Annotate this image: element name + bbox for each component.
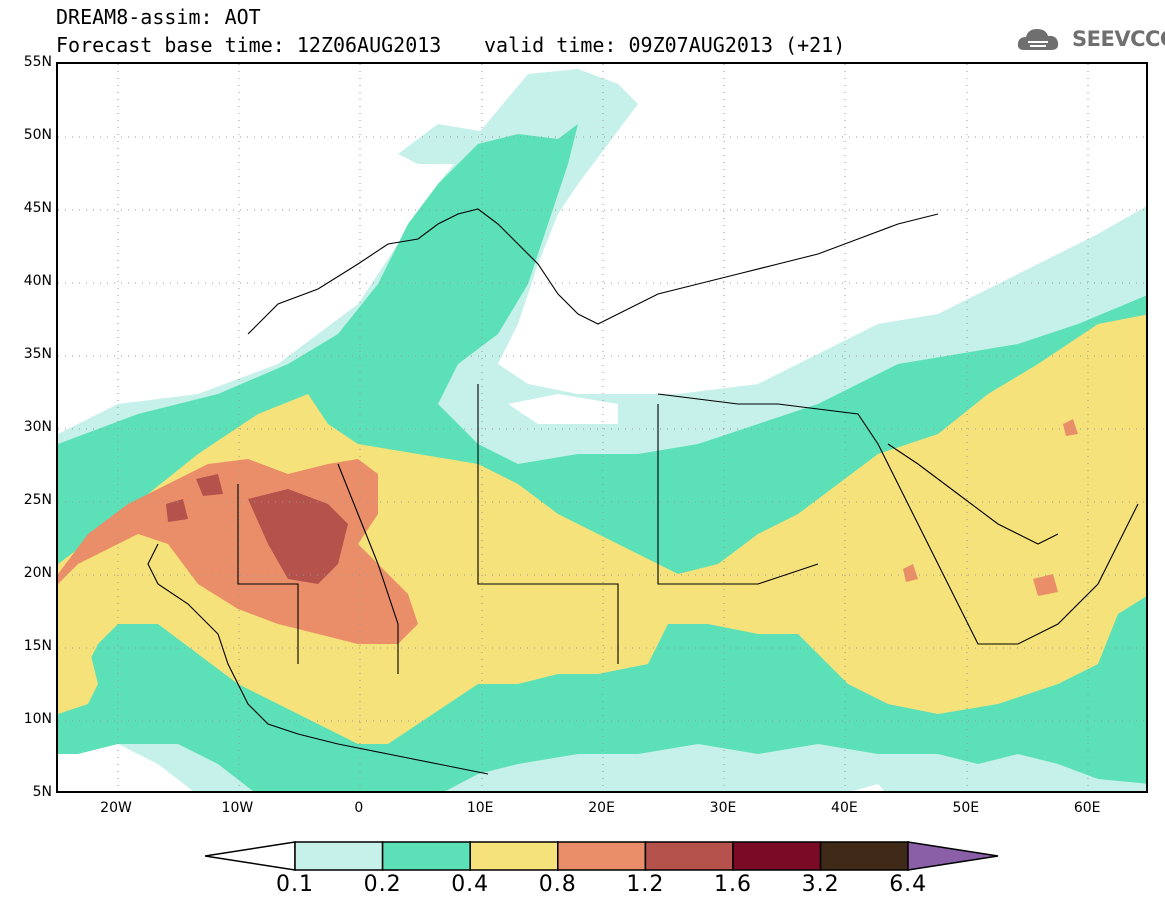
colorbar-over-arrow	[907, 841, 999, 871]
aot-colorbar	[205, 841, 999, 871]
lon-label-50e: 50E	[952, 800, 980, 816]
lon-label-0: 0	[354, 800, 364, 816]
forecast-base-time: Forecast base time: 12Z06AUG2013	[56, 33, 442, 57]
map-title: DREAM8-assim: AOT	[56, 5, 261, 29]
colorbar-tick-label: 0.1	[276, 872, 314, 897]
colorbar-under-arrow	[205, 841, 296, 871]
colorbar-box-3	[557, 841, 647, 871]
lon-label-30e: 30E	[709, 800, 737, 816]
lat-label-10n: 10N	[23, 711, 52, 727]
lon-label-40e: 40E	[831, 800, 858, 816]
colorbar-box-6	[819, 841, 909, 871]
lat-label-45n: 45N	[23, 200, 52, 216]
colorbar-tick-label: 0.8	[538, 872, 577, 897]
aot-contours	[58, 69, 1146, 791]
colorbar-tick-label: 1.2	[626, 872, 665, 897]
colorbar-box-4	[644, 841, 734, 871]
lat-label-5n: 5N	[32, 784, 52, 800]
lat-label-55n: 55N	[23, 54, 52, 70]
colorbar-tick-label: 6.4	[889, 872, 928, 897]
colorbar-boxes	[294, 841, 909, 871]
lat-label-35n: 35N	[23, 346, 52, 362]
colorbar-tick-label: 1.6	[714, 872, 752, 897]
lon-label-20e: 20E	[588, 800, 615, 816]
colorbar-box-5	[732, 841, 822, 871]
colorbar-tick-label: 0.2	[363, 872, 402, 897]
lon-label-10w: 10W	[221, 800, 254, 816]
colorbar-box-0	[294, 841, 384, 871]
lon-label-10e: 10E	[466, 800, 494, 816]
lon-label-60e: 60E	[1073, 800, 1101, 816]
lon-label-20w: 20W	[100, 800, 132, 816]
cloud-icon	[1017, 29, 1059, 50]
graticule	[58, 64, 1146, 791]
lat-label-50n: 50N	[23, 127, 52, 143]
valid-time: valid time: 09Z07AUG2013 (+21)	[484, 33, 846, 57]
lat-label-40n: 40N	[23, 273, 52, 289]
aot-band-1.2	[248, 489, 348, 584]
lat-label-20n: 20N	[23, 565, 52, 581]
logo-text: SEEVCCC	[1072, 27, 1165, 51]
aot-map-canvas	[58, 64, 1146, 791]
colorbar-tick-label: 3.2	[801, 872, 840, 897]
colorbar-tick-label: 0.4	[451, 872, 490, 897]
colorbar-box-2	[469, 841, 559, 871]
lat-label-25n: 25N	[23, 492, 52, 508]
coastlines	[147, 208, 1139, 775]
aot-map	[56, 62, 1148, 793]
lat-label-15n: 15N	[23, 638, 52, 654]
colorbar-box-1	[381, 841, 471, 871]
seevccc-logo: SEEVCCC	[1016, 24, 1165, 54]
lat-label-30n: 30N	[23, 419, 52, 435]
